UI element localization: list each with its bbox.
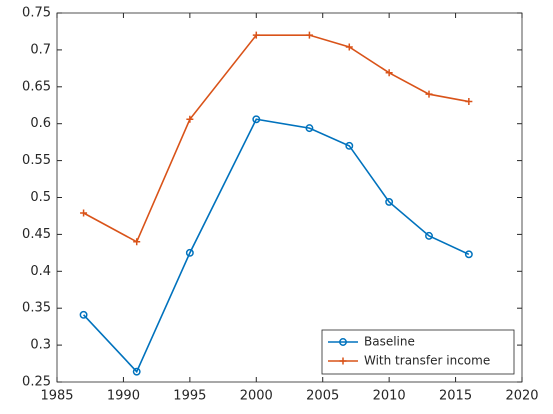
point [464,250,473,259]
point [425,90,433,98]
y-tick-label: 0.55 [22,153,51,168]
point [185,248,194,257]
point [305,124,314,133]
point [80,209,88,217]
point [385,69,393,77]
x-tick-label: 2020 [505,389,538,404]
x-tick-label: 2010 [373,389,406,404]
y-tick-label: 0.6 [30,116,51,131]
y-tick-label: 0.7 [30,42,51,57]
y-tick-label: 0.4 [30,264,51,279]
y-tick-label: 0.5 [30,190,51,205]
y-tick-label: 0.75 [22,6,51,21]
x-tick-label: 1990 [107,389,140,404]
y-tick-label: 0.3 [30,338,51,353]
point [345,141,354,150]
x-tick-label: 2015 [439,389,472,404]
x-tick-label: 1985 [40,389,73,404]
point [385,197,394,206]
x-tick-label: 1995 [173,389,206,404]
point [425,231,433,240]
plot-area [56,12,523,383]
y-tick-label: 0.35 [22,301,51,316]
legend-marker [339,357,347,365]
legend: Baseline With transfer income [321,329,515,375]
x-tick-label: 2005 [306,389,339,404]
point [186,115,194,123]
point [252,115,261,124]
point [133,238,141,246]
legend-marker [339,338,347,346]
series-line [82,118,470,374]
point [132,367,141,376]
y-tick-label: 0.25 [22,375,51,390]
point [79,310,88,319]
y-tick-label: 0.65 [22,79,51,94]
y-tick-label: 0.45 [22,227,51,242]
legend-box [321,329,515,375]
point [252,31,260,39]
point [345,43,353,51]
point [465,98,473,106]
x-tick-label: 2000 [240,389,273,404]
point [305,31,313,39]
legend-label: Baseline [364,335,415,349]
legend-label: With transfer income [364,354,490,368]
